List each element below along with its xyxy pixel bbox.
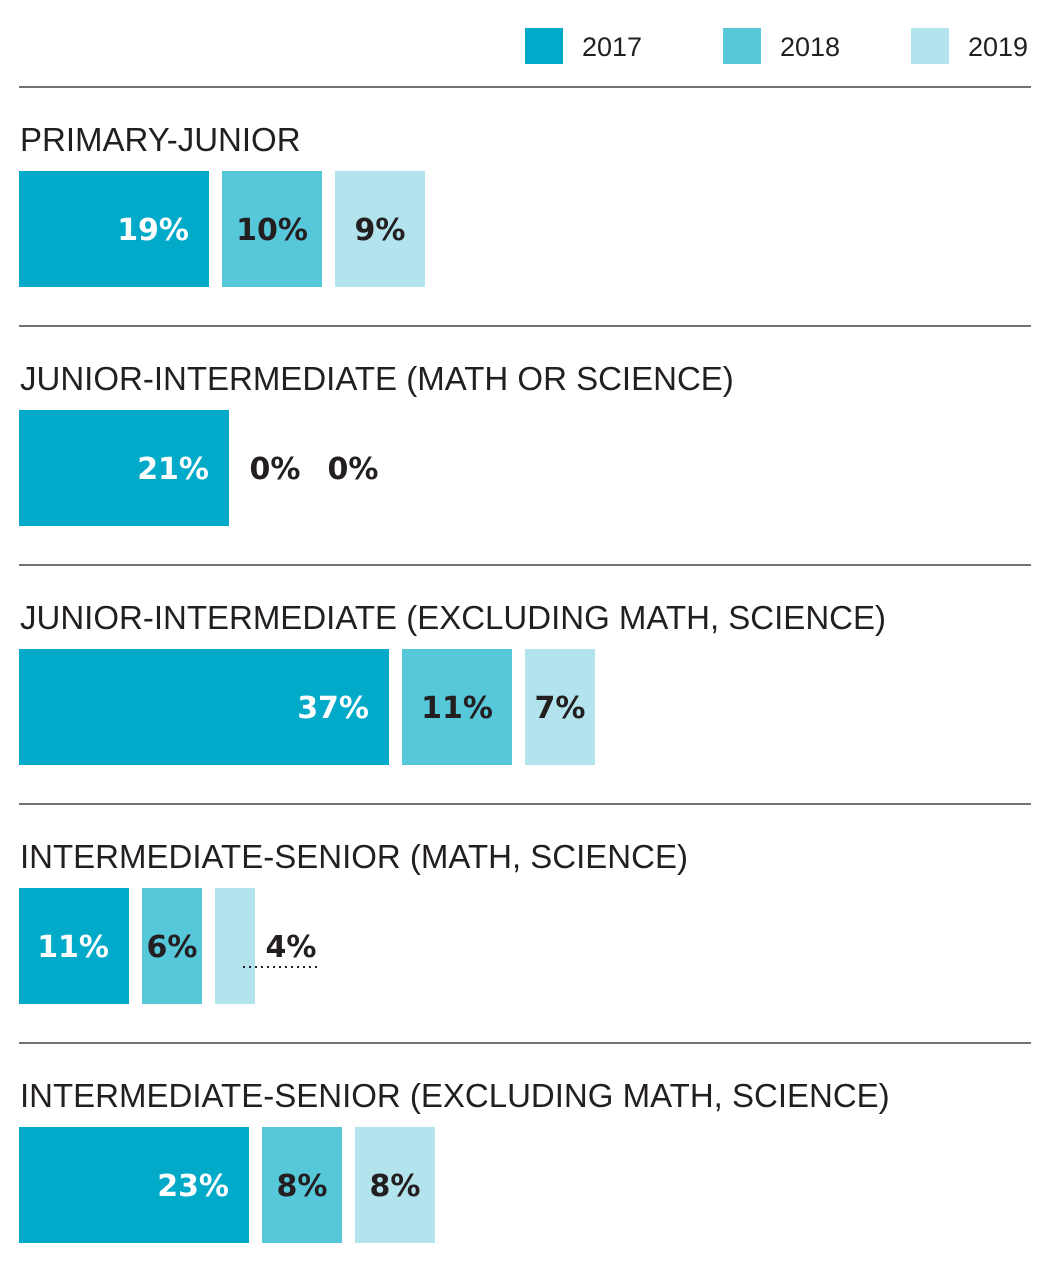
- bar-label-2019: 7%: [535, 691, 586, 726]
- bar-label-2017: 11%: [37, 930, 109, 965]
- bar-label-2019: 4%: [266, 930, 317, 965]
- bar-label-2017: 23%: [157, 1169, 229, 1204]
- group-title: INTERMEDIATE-SENIOR (MATH, SCIENCE): [20, 838, 688, 875]
- bar-label-2019: 8%: [370, 1169, 421, 1204]
- bar-2019: [215, 888, 255, 1004]
- group-title: PRIMARY-JUNIOR: [20, 121, 301, 158]
- bar-label-2018: 11%: [421, 691, 493, 726]
- bar-label-2017: 37%: [297, 691, 369, 726]
- legend-label-2018: 2018: [780, 32, 840, 62]
- bar-2018: [142, 888, 202, 1004]
- bar-label-2019: 0%: [328, 452, 379, 487]
- group-title: INTERMEDIATE-SENIOR (EXCLUDING MATH, SCI…: [20, 1077, 890, 1114]
- bar-label-2019: 9%: [355, 213, 406, 248]
- legend-swatch-2019: [911, 28, 949, 64]
- bar-label-2017: 19%: [117, 213, 189, 248]
- bar-2017: [19, 1127, 249, 1243]
- bar-2019: [525, 649, 595, 765]
- bar-2019: [355, 1127, 435, 1243]
- bar-2017: [19, 888, 129, 1004]
- bar-2019: [335, 171, 425, 287]
- group-title: JUNIOR-INTERMEDIATE (EXCLUDING MATH, SCI…: [20, 599, 886, 636]
- bar-label-2018: 0%: [250, 452, 301, 487]
- legend-label-2017: 2017: [582, 32, 642, 62]
- bar-2018: [402, 649, 512, 765]
- bar-2018: [262, 1127, 342, 1243]
- bar-2017: [19, 410, 229, 526]
- bar-label-2018: 10%: [236, 213, 308, 248]
- bar-2018: [222, 171, 322, 287]
- bar-2017: [19, 171, 209, 287]
- legend-label-2019: 2019: [968, 32, 1028, 62]
- legend-swatch-2018: [723, 28, 761, 64]
- group-title: JUNIOR-INTERMEDIATE (MATH OR SCIENCE): [20, 360, 734, 397]
- bar-label-2018: 6%: [147, 930, 198, 965]
- bar-label-2018: 8%: [277, 1169, 328, 1204]
- legend-swatch-2017: [525, 28, 563, 64]
- bar-2017: [19, 649, 389, 765]
- bar-label-2017: 21%: [137, 452, 209, 487]
